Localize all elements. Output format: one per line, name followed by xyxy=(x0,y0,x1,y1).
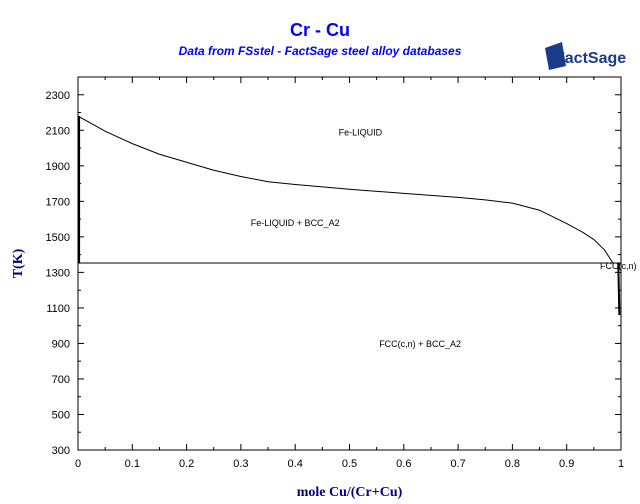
x-tick-label: 0.7 xyxy=(450,458,465,470)
chart-subtitle: Data from FSstel - FactSage steel alloy … xyxy=(178,44,462,58)
x-tick-label: 0.3 xyxy=(233,458,248,470)
x-tick-label: 0 xyxy=(75,458,81,470)
y-tick-label: 1100 xyxy=(46,303,70,315)
phase-label: Fe-LIQUID + BCC_A2 xyxy=(251,218,340,228)
phase-label: FCC(c,n) xyxy=(600,261,637,271)
x-tick-label: 0.9 xyxy=(559,458,574,470)
phase-label: Fe-LIQUID xyxy=(339,128,383,138)
x-tick-label: 0.1 xyxy=(125,458,140,470)
y-tick-label: 900 xyxy=(52,338,70,350)
y-tick-label: 700 xyxy=(52,374,70,386)
phase-boundary-3 xyxy=(617,262,621,316)
y-tick-label: 500 xyxy=(52,409,70,421)
x-tick-label: 0.4 xyxy=(288,458,303,470)
y-tick-label: 1700 xyxy=(46,196,70,208)
y-tick-label: 2100 xyxy=(46,125,70,137)
y-tick-label: 300 xyxy=(52,445,70,457)
x-tick-label: 0.2 xyxy=(179,458,194,470)
y-axis-label: T(K) xyxy=(11,248,26,278)
y-tick-label: 1500 xyxy=(46,232,70,244)
phase-label: FCC(c,n) + BCC_A2 xyxy=(379,339,461,349)
logo-mark xyxy=(545,42,566,70)
x-tick-label: 1 xyxy=(618,458,624,470)
chart-title: Cr - Cu xyxy=(290,20,350,40)
y-tick-label: 2300 xyxy=(46,90,70,102)
y-tick-label: 1900 xyxy=(46,161,70,173)
y-tick-label: 1300 xyxy=(46,267,70,279)
x-tick-label: 0.6 xyxy=(396,458,411,470)
logo-text: FactSage xyxy=(555,50,626,67)
x-tick-label: 0.5 xyxy=(342,458,357,470)
phase-boundary-0 xyxy=(77,115,614,264)
x-tick-label: 0.8 xyxy=(505,458,520,470)
x-axis-label: mole Cu/(Cr+Cu) xyxy=(297,485,403,500)
